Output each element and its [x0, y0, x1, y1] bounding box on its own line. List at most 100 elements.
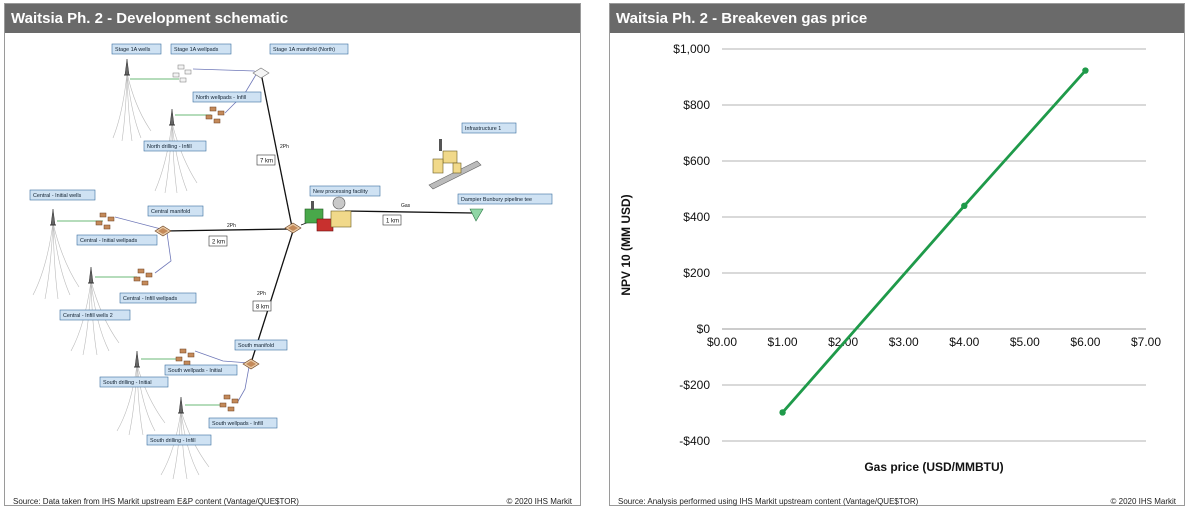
label-south-wellpads-initial: South wellpads - Initial	[164, 364, 238, 376]
svg-text:South drilling - Initial: South drilling - Initial	[103, 380, 152, 386]
central-initial-fan	[32, 222, 80, 300]
central-manifold-icon	[154, 225, 172, 237]
gas-distance-label: 1 km	[382, 214, 402, 226]
label-central-initial-wellpads: Central - Initial wellpads	[76, 234, 158, 246]
label-central-infill-wells2: Central - Infill wells 2	[59, 309, 131, 321]
south-distance-label: 8 km	[252, 300, 272, 312]
y-tick-label: $1,000	[673, 42, 710, 56]
y-axis-label: NPV 10 (MM USD)	[619, 194, 633, 295]
svg-text:New processing facility: New processing facility	[313, 189, 368, 195]
npv-data-point	[1082, 67, 1089, 74]
svg-text:Central - Initial wellpads: Central - Initial wellpads	[80, 238, 138, 244]
svg-text:South manifold: South manifold	[238, 343, 274, 349]
stage1a-wells-fan	[112, 72, 152, 142]
south-infill-fan	[160, 410, 210, 480]
infrastructure-icon	[428, 139, 482, 190]
south-initial-fan	[116, 364, 166, 436]
label-south-drilling-infill: South drilling - Infill	[146, 434, 212, 446]
rig-pad-connectors	[57, 78, 223, 406]
schematic-panel: Waitsia Ph. 2 - Development schematic	[4, 3, 581, 506]
label-south-drilling-initial: South drilling - Initial	[99, 376, 169, 388]
y-tick-label: $400	[683, 210, 710, 224]
svg-text:8 km: 8 km	[256, 305, 269, 311]
label-south-wellpads-infill: South wellpads - Infill	[208, 417, 278, 429]
svg-text:Central - Infill wells 2: Central - Infill wells 2	[63, 313, 113, 319]
label-stage1a-wells: Stage 1A wells	[111, 43, 162, 55]
npv-data-point	[779, 409, 786, 416]
schematic-title: Waitsia Ph. 2 - Development schematic	[5, 4, 580, 33]
svg-text:North drilling - Infill: North drilling - Infill	[147, 144, 192, 150]
stage1a-wellpads-icon	[172, 64, 192, 83]
svg-text:North wellpads - Infill: North wellpads - Infill	[196, 95, 246, 101]
south-initial-wellpads-icon	[175, 348, 195, 366]
chart-source: Source: Analysis performed using IHS Mar…	[618, 497, 919, 506]
svg-text:Dampier Bunbury pipeline tee: Dampier Bunbury pipeline tee	[461, 197, 532, 203]
x-tick-label: $7.00	[1131, 335, 1161, 349]
y-tick-label: $0	[697, 322, 711, 336]
label-central-initial-wells: Central - Initial wells	[29, 189, 96, 201]
y-tick-label: $200	[683, 266, 710, 280]
x-tick-label: $0.00	[707, 335, 737, 349]
label-north-drilling: North drilling - Infill	[143, 140, 207, 152]
breakeven-chart: -$400 -$200 $0 $200 $400 $600 $800 $1,000 $0.00 $…	[619, 42, 1161, 474]
label-infrastructure: Infrastructure 1	[461, 122, 517, 134]
label-north-wellpads: North wellpads - Infill	[192, 91, 262, 103]
processing-facility-icon	[304, 196, 352, 232]
svg-text:South drilling - Infill: South drilling - Infill	[150, 438, 196, 444]
npv-data-point	[961, 202, 968, 209]
development-schematic: 2Ph 2Ph 2Ph Gas 7 km 2 km 8 km 1 km Stag…	[29, 43, 553, 480]
label-stage1a-wellpads: Stage 1A wellpads	[170, 43, 232, 55]
central-initial-wellpads-icon	[95, 212, 115, 230]
central-initial-rig-icon	[49, 208, 57, 226]
central-distance-label: 2 km	[208, 235, 228, 247]
north-drilling-fan	[154, 122, 198, 194]
north-flow-tag: 2Ph	[280, 144, 289, 150]
svg-text:Infrastructure 1: Infrastructure 1	[465, 126, 501, 132]
svg-text:Stage 1A wellpads: Stage 1A wellpads	[174, 47, 219, 53]
chart-title: Waitsia Ph. 2 - Breakeven gas price	[610, 4, 1184, 33]
x-tick-label: $5.00	[1010, 335, 1040, 349]
south-flow-tag: 2Ph	[257, 291, 266, 297]
hub-manifold-icon	[284, 222, 302, 234]
south-manifold-icon	[242, 358, 260, 370]
x-tick-label: $1.00	[768, 335, 798, 349]
svg-text:1 km: 1 km	[386, 219, 399, 225]
central-flow-tag: 2Ph	[227, 223, 236, 229]
svg-text:South wellpads - Initial: South wellpads - Initial	[168, 368, 222, 374]
stage1a-manifold-icon	[252, 67, 270, 79]
npv-series-line	[781, 69, 1087, 414]
y-tick-label: -$200	[679, 378, 710, 392]
y-tick-label: $600	[683, 154, 710, 168]
x-axis-label: Gas price (USD/MMBTU)	[864, 460, 1003, 474]
x-tick-label: $4.00	[949, 335, 979, 349]
svg-text:2 km: 2 km	[212, 240, 225, 246]
central-infill-wellpads-icon	[133, 268, 153, 286]
chart-copyright: © 2020 IHS Markit	[1110, 497, 1176, 506]
label-central-infill-wellpads: Central - Infill wellpads	[119, 292, 197, 304]
label-central-manifold: Central manifold	[147, 205, 204, 217]
gas-flow-tag: Gas	[401, 203, 411, 209]
schematic-copyright: © 2020 IHS Markit	[506, 497, 572, 506]
svg-text:Stage 1A wells: Stage 1A wells	[115, 47, 151, 53]
x-tick-label: $6.00	[1070, 335, 1100, 349]
y-tick-label: $800	[683, 98, 710, 112]
schematic-source: Source: Data taken from IHS Markit upstr…	[13, 497, 299, 506]
label-new-processing: New processing facility	[309, 185, 381, 197]
chart-panel: Waitsia Ph. 2 - Breakeven gas price -$40…	[609, 3, 1185, 506]
svg-text:Central manifold: Central manifold	[151, 209, 190, 215]
x-tick-label: $3.00	[889, 335, 919, 349]
north-wellpads-icon	[205, 106, 225, 124]
y-tick-label: -$400	[679, 434, 710, 448]
south-initial-rig-icon	[133, 350, 141, 368]
north-rig-icon	[168, 108, 176, 126]
svg-text:South wellpads - Infill: South wellpads - Infill	[212, 421, 263, 427]
label-stage1a-manifold: Stage 1A manifold (North)	[269, 43, 349, 55]
svg-text:Central - Initial wells: Central - Initial wells	[33, 193, 82, 199]
south-infill-rig-icon	[177, 396, 185, 414]
svg-text:Central - Infill wellpads: Central - Infill wellpads	[123, 296, 178, 302]
south-infill-wellpads-icon	[219, 394, 239, 412]
pipeline-tee-icon	[469, 208, 484, 222]
svg-text:7 km: 7 km	[260, 159, 273, 165]
label-dampier-pipeline: Dampier Bunbury pipeline tee	[457, 193, 553, 205]
svg-text:Stage 1A manifold (North): Stage 1A manifold (North)	[273, 47, 335, 53]
